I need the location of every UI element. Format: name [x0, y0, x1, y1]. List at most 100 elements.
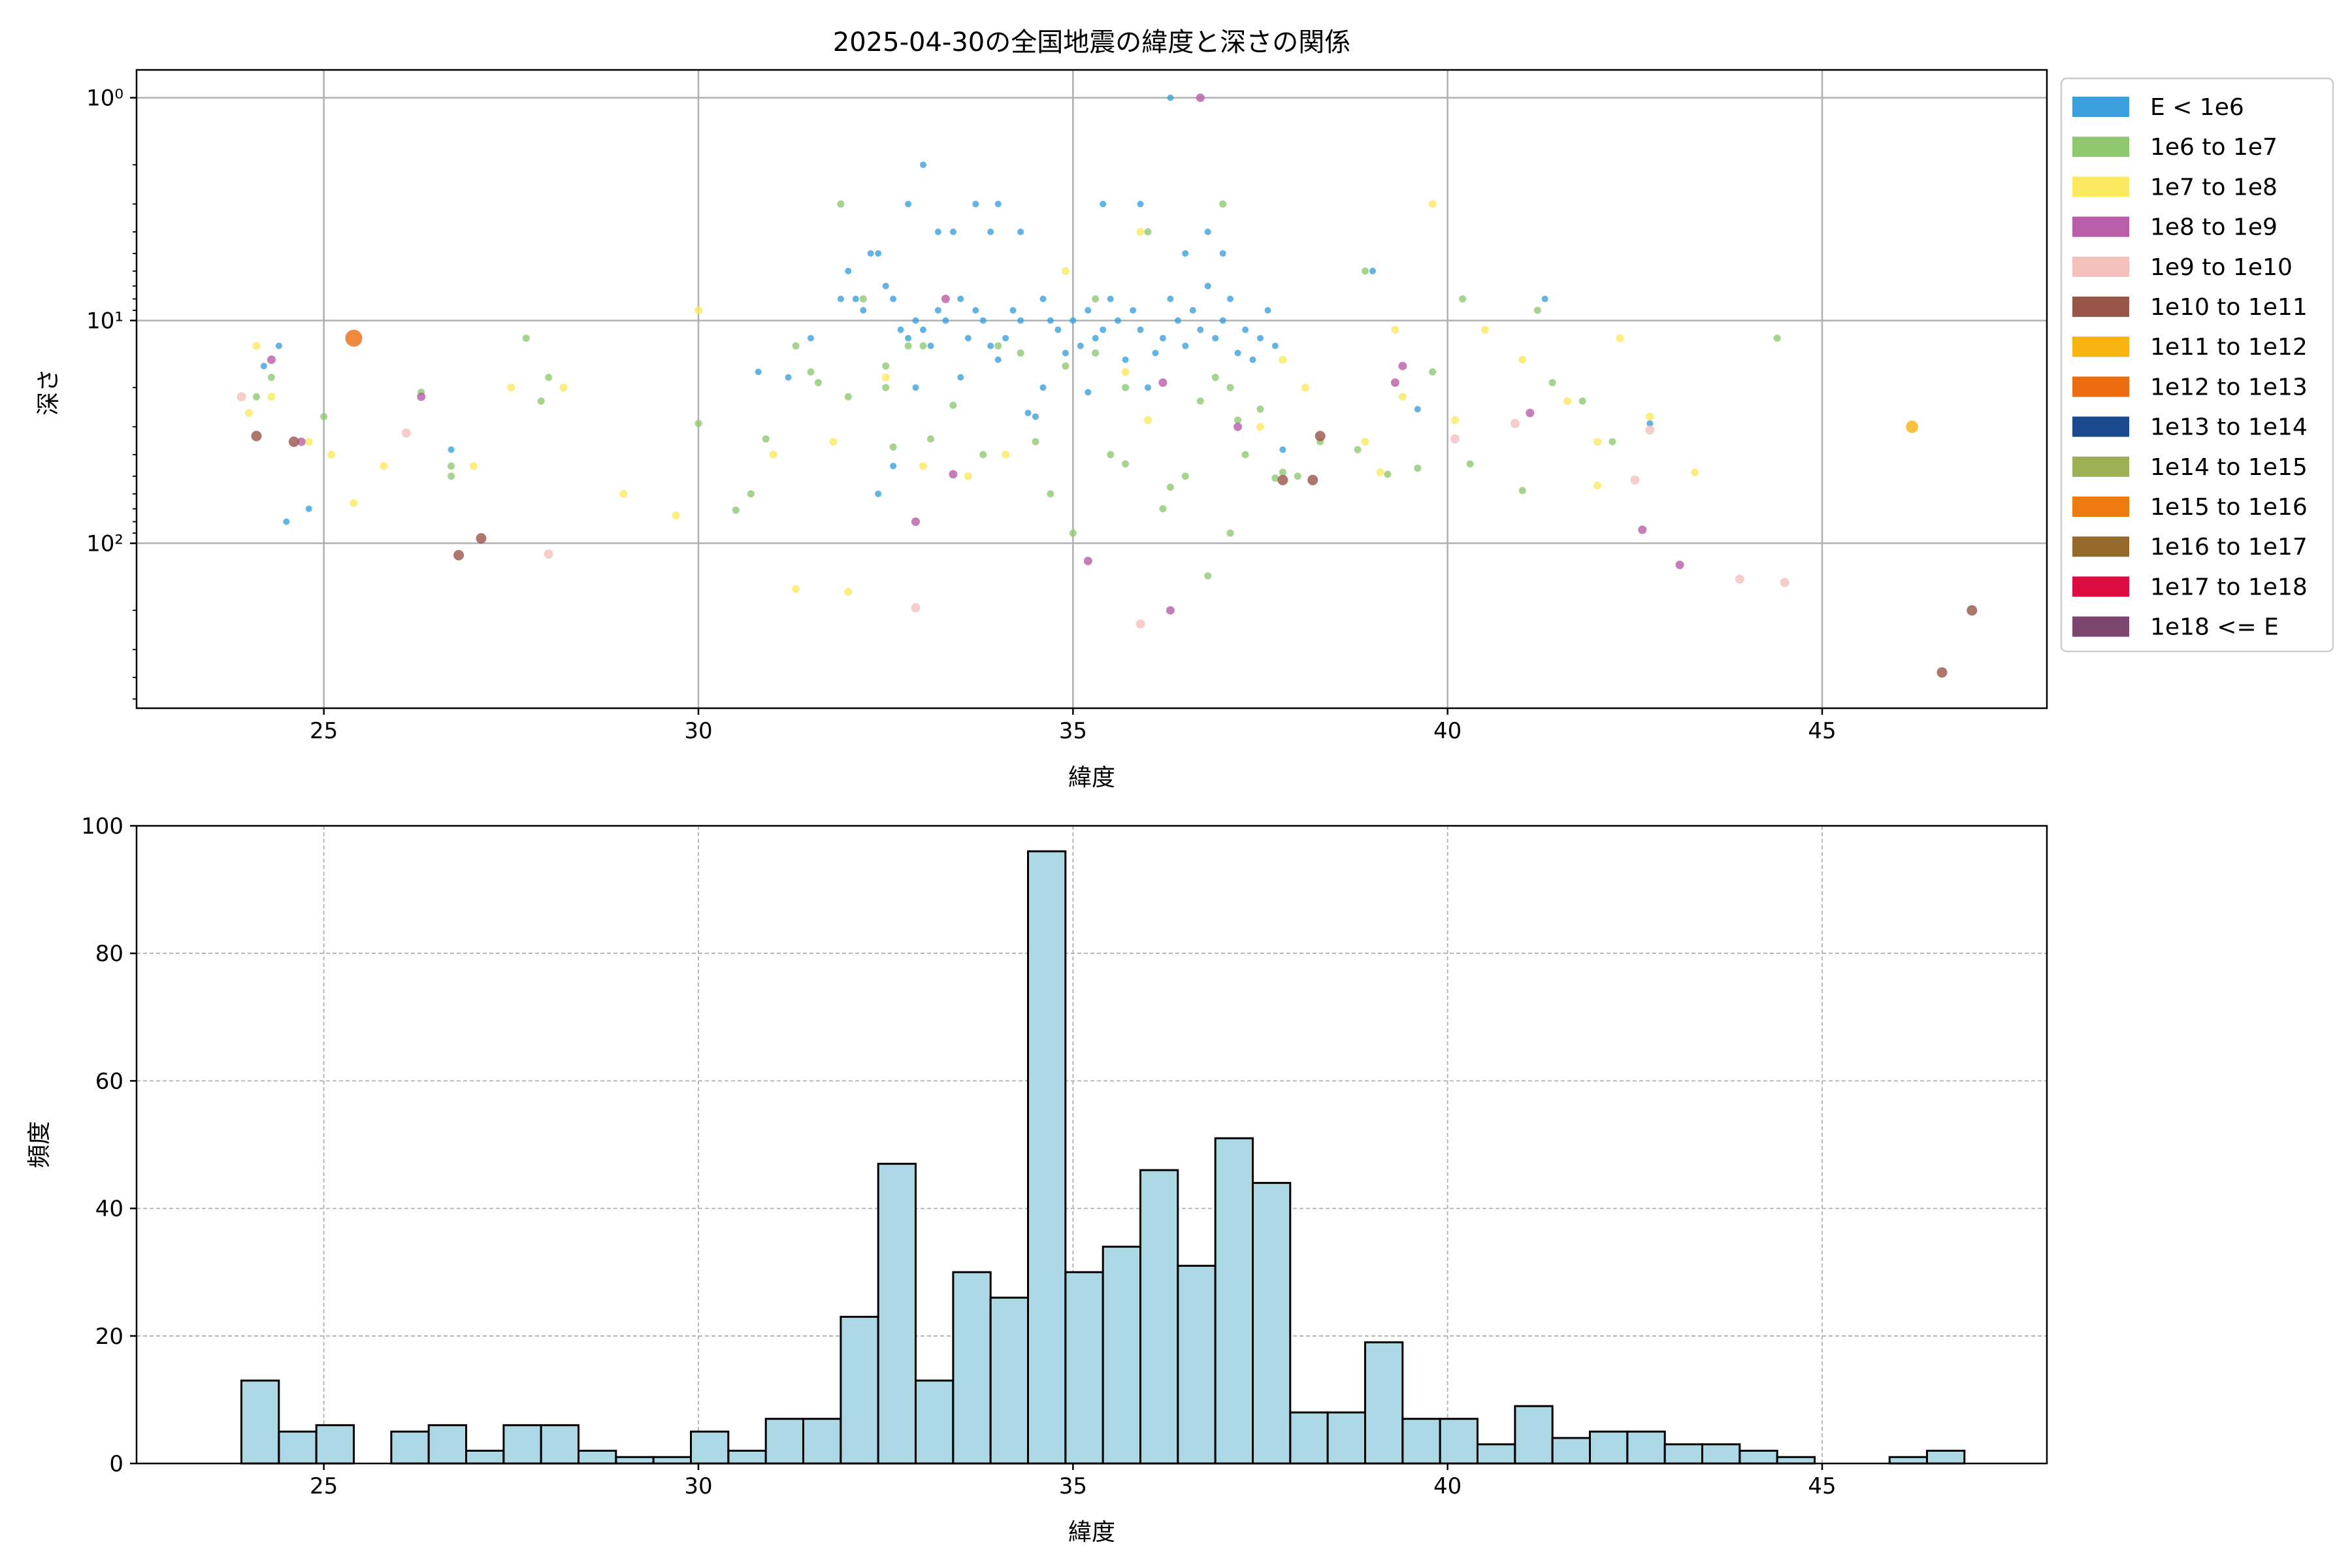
scatter-point [1189, 307, 1196, 314]
scatter-point [911, 603, 921, 613]
scatter-point [1032, 438, 1039, 446]
histogram-y-tick-label: 100 [81, 813, 123, 840]
scatter-point [844, 393, 852, 400]
scatter-point [1593, 438, 1601, 446]
scatter-point [1578, 397, 1586, 405]
scatter-point [964, 472, 972, 480]
scatter-point [829, 438, 838, 446]
histogram-bar [1064, 1271, 1104, 1465]
scatter-point [1054, 326, 1062, 333]
legend-swatch [2072, 497, 2129, 517]
scatter-point [283, 518, 290, 525]
scatter-point [507, 384, 515, 392]
scatter-point [1936, 667, 1948, 678]
histogram-y-tick-label: 60 [95, 1068, 123, 1094]
histogram-bar [652, 1456, 693, 1465]
scatter-point [1212, 335, 1219, 342]
histogram-bar [540, 1424, 580, 1465]
scatter-point [1518, 355, 1527, 364]
scatter-point [1780, 578, 1789, 587]
scatter-point [815, 379, 822, 387]
scatter-point [1256, 405, 1264, 413]
scatter-point [537, 397, 545, 405]
histogram-x-axis-label: 緯度 [1068, 1519, 1115, 1546]
legend-label: 1e11 to 1e12 [2150, 334, 2308, 361]
scatter-point [448, 446, 455, 453]
legend-swatch [2072, 616, 2129, 637]
scatter-y-tick-label: 10⁰ [86, 86, 123, 112]
scatter-point [1533, 306, 1541, 314]
legend-label: E < 1e6 [2150, 94, 2244, 121]
scatter-point [1137, 326, 1144, 333]
scatter-point [1279, 468, 1286, 476]
histogram-bar [1289, 1411, 1329, 1465]
scatter-point [1092, 349, 1100, 357]
histogram-x-tick-label: 30 [684, 1473, 712, 1499]
scatter-point [1085, 389, 1092, 396]
scatter-point [545, 374, 553, 382]
histogram-y-tick-label: 80 [95, 941, 123, 967]
scatter-point [957, 374, 964, 381]
scatter-point [559, 384, 568, 392]
scatter-point [882, 282, 889, 289]
scatter-point [1376, 468, 1384, 476]
scatter-point [1002, 335, 1009, 342]
scatter-point [1204, 572, 1212, 580]
scatter-x-tick-label: 30 [684, 718, 712, 744]
scatter-point [1593, 482, 1601, 489]
scatter-point [1391, 325, 1399, 334]
scatter-point [994, 342, 1002, 350]
scatter-point [792, 342, 800, 350]
scatter-point [1062, 350, 1069, 357]
scatter-point [1616, 334, 1624, 342]
scatter-point [1906, 420, 1919, 433]
histogram-bar [465, 1450, 505, 1465]
scatter-point [1563, 397, 1572, 405]
scatter-x-tick-label: 35 [1059, 718, 1087, 744]
histogram-bar [427, 1424, 468, 1465]
scatter-point [1145, 384, 1151, 391]
histogram-ticks: 25 30 35 40 45 0 20 40 60 80 100 [81, 813, 1837, 1499]
scatter-point [785, 374, 792, 381]
legend-swatch [2072, 376, 2129, 397]
scatter-point [1294, 472, 1301, 480]
legend-swatch [2072, 137, 2129, 157]
scatter-point [859, 295, 867, 302]
scatter-point [1158, 378, 1168, 387]
histogram-bar [1739, 1450, 1778, 1465]
scatter-point [345, 329, 363, 347]
scatter-point [305, 505, 312, 512]
scatter-point [260, 363, 267, 370]
scatter-point [905, 201, 912, 208]
scatter-point [1181, 472, 1189, 480]
scatter-point [1354, 446, 1362, 453]
scatter-point [747, 490, 755, 498]
histogram-y-tick-label: 0 [109, 1451, 123, 1477]
histogram-bar [952, 1271, 992, 1465]
scatter-point [979, 451, 987, 459]
histogram-bar [240, 1379, 280, 1465]
scatter-point [1204, 228, 1211, 235]
histogram-bar [578, 1450, 617, 1465]
scatter-point [1227, 295, 1234, 302]
scatter-point [1009, 307, 1017, 314]
scatter-point [1967, 605, 1978, 616]
chart-title: 2025-04-30の全国地震の緯度と深さの関係 [833, 27, 1350, 57]
histogram-bar [764, 1418, 804, 1465]
scatter-point [1137, 201, 1144, 208]
histogram-bar [1551, 1437, 1591, 1465]
scatter-point [1100, 326, 1107, 333]
scatter-y-tick-label: 10² [86, 531, 123, 557]
scatter-point [949, 470, 958, 479]
scatter-point [476, 533, 487, 544]
histogram-bar [690, 1430, 730, 1465]
scatter-point [1197, 326, 1204, 333]
scatter-point [1675, 561, 1684, 570]
scatter-point [957, 295, 964, 302]
scatter-point [1211, 374, 1219, 382]
scatter-point [875, 490, 882, 497]
scatter-point [1174, 317, 1181, 324]
histogram-bar [315, 1424, 355, 1465]
histogram-bar [915, 1379, 955, 1465]
scatter-point [1256, 423, 1264, 431]
